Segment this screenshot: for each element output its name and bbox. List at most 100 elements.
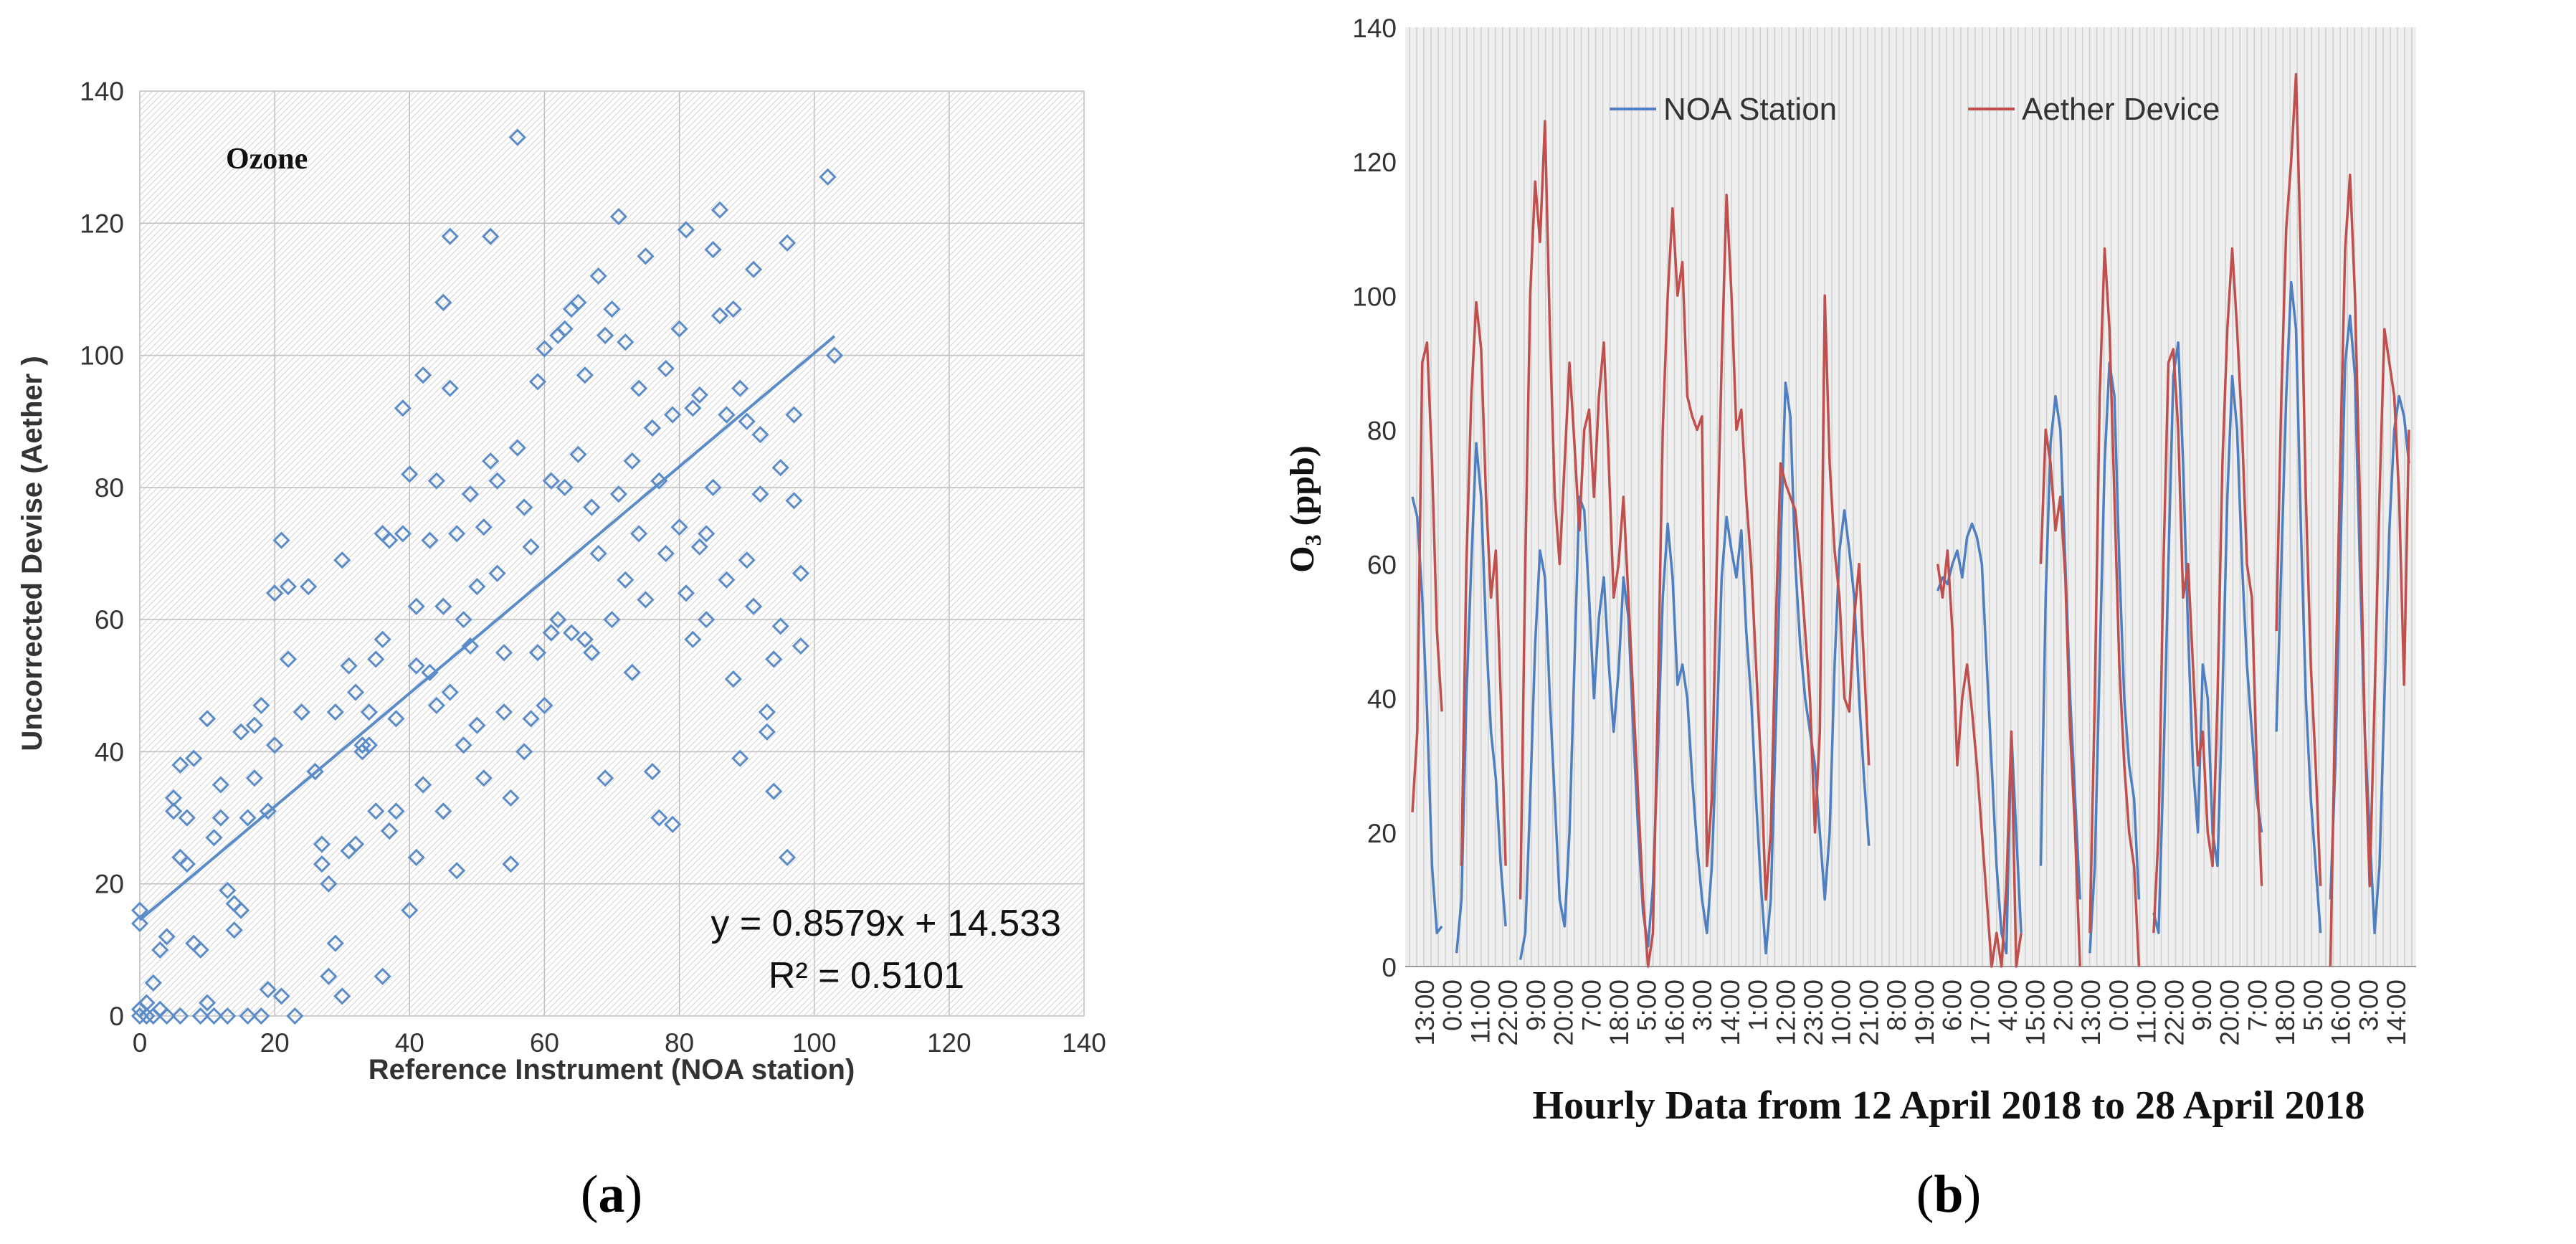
scatter-point [448, 862, 466, 880]
scatter-point [178, 855, 196, 873]
timeseries-x-tick-label: 2:00 [2048, 979, 2078, 1031]
scatter-point [212, 809, 230, 827]
panel-label-a: (a) [581, 1165, 642, 1224]
scatter-plot-area [139, 90, 1085, 1017]
scatter-point [461, 637, 480, 655]
timeseries-x-tick-label: 11:00 [2132, 979, 2162, 1044]
scatter-y-tick-labels: 0 20 40 60 80 100 120 140 [80, 77, 124, 1031]
scatter-point [556, 478, 574, 496]
timeseries-x-tick-label: 5:00 [1632, 979, 1662, 1031]
timeseries-x-tick-label: 11:00 [1465, 979, 1495, 1044]
scatter-point [394, 399, 412, 417]
timeseries-x-tick-labels: 13:000:0011:0022:009:0020:007:0018:005:0… [1410, 979, 2411, 1046]
scatter-point [340, 657, 358, 675]
timeseries-x-tick-label: 14:00 [2382, 979, 2411, 1046]
scatter-point [360, 703, 378, 721]
scatter-point [138, 994, 156, 1012]
timeseries-x-tick-label: 14:00 [1716, 979, 1745, 1046]
series-line-noa-station [1411, 280, 2410, 960]
scatter-point [771, 617, 789, 635]
scatter-point [191, 941, 209, 959]
scatter-point [731, 749, 749, 767]
scatter-point [771, 459, 789, 477]
scatter-point [468, 577, 486, 596]
timeseries-x-tick-label: 15:00 [2021, 979, 2050, 1046]
scatter-point [313, 855, 331, 873]
scatter-point [333, 987, 351, 1005]
scatter-x-tick-label: 60 [530, 1028, 559, 1058]
scatter-point [508, 439, 526, 457]
trendline-equation: y = 0.8579x + 14.533 [710, 903, 1061, 944]
scatter-point [617, 333, 635, 351]
scatter-x-tick-label: 40 [395, 1028, 424, 1058]
scatter-point [468, 716, 486, 734]
scatter-point [401, 901, 419, 919]
scatter-point [677, 584, 695, 602]
scatter-x-tick-label: 120 [927, 1028, 971, 1058]
scatter-point [698, 611, 716, 629]
scatter-point [421, 663, 439, 681]
scatter-point [664, 406, 682, 424]
scatter-point [279, 577, 298, 596]
scatter-point [313, 835, 331, 853]
scatter-point [205, 1007, 223, 1025]
legend: NOA Station Aether Device [1610, 92, 2220, 127]
scatter-x-axis-label: Reference Instrument (NOA station) [369, 1054, 855, 1086]
scatter-point [744, 260, 763, 278]
scatter-point [690, 386, 708, 404]
scatter-point [698, 525, 716, 543]
scatter-point [536, 340, 553, 358]
scatter-point [346, 835, 365, 853]
scatter-point [185, 749, 203, 767]
scatter-point [367, 802, 385, 820]
scatter-point [596, 326, 614, 345]
scatter-point [455, 736, 472, 754]
scatter-point [414, 366, 432, 384]
scatter-x-tick-label: 80 [665, 1028, 694, 1058]
scatter-point [731, 379, 749, 397]
scatter-point [657, 359, 675, 378]
scatter-point [441, 379, 459, 397]
scatter-point [502, 855, 520, 873]
scatter-x-tick-label: 100 [792, 1028, 837, 1058]
scatter-point [434, 293, 452, 311]
scatter-point [562, 624, 581, 642]
scatter-point [380, 531, 399, 549]
timeseries-x-tick-label: 19:00 [1910, 979, 1939, 1046]
scatter-point [495, 644, 513, 662]
scatter-point [333, 551, 351, 569]
timeseries-x-tick-label: 13:00 [1410, 979, 1440, 1046]
scatter-point [677, 221, 695, 239]
timeseries-x-tick-label: 3:00 [2354, 979, 2383, 1031]
scatter-y-tick-label: 0 [109, 1002, 124, 1031]
scatter-point [394, 525, 412, 543]
scatter-point [286, 1007, 304, 1025]
scatter-point [367, 650, 385, 668]
scatter-point [744, 597, 763, 615]
scatter-point [434, 597, 452, 615]
scatter-point [637, 247, 655, 265]
scatter-point [765, 650, 783, 668]
timeseries-x-tick-label: 7:00 [1577, 979, 1606, 1031]
scatter-point [792, 564, 810, 582]
scatter-point [819, 168, 837, 186]
scatter-point [401, 465, 419, 483]
scatter-point [576, 630, 594, 648]
scatter-point [198, 710, 217, 728]
scatter-point [623, 663, 641, 681]
scatter-point [542, 472, 560, 490]
scatter-y-tick-label: 40 [95, 737, 124, 766]
scatter-point [144, 974, 162, 992]
timeseries-x-tick-label: 6:00 [1938, 979, 1967, 1031]
scatter-point [448, 525, 466, 543]
timeseries-x-tick-label: 16:00 [1660, 979, 1689, 1046]
timeseries-y-tick-label: 140 [1352, 14, 1397, 43]
scatter-point [130, 914, 149, 933]
timeseries-y-tick-label: 120 [1352, 148, 1397, 177]
scatter-point [300, 577, 318, 596]
scatter-point [387, 802, 405, 820]
scatter-point [252, 1007, 270, 1025]
scatter-point [441, 227, 459, 245]
scatter-x-tick-label: 20 [260, 1028, 290, 1058]
